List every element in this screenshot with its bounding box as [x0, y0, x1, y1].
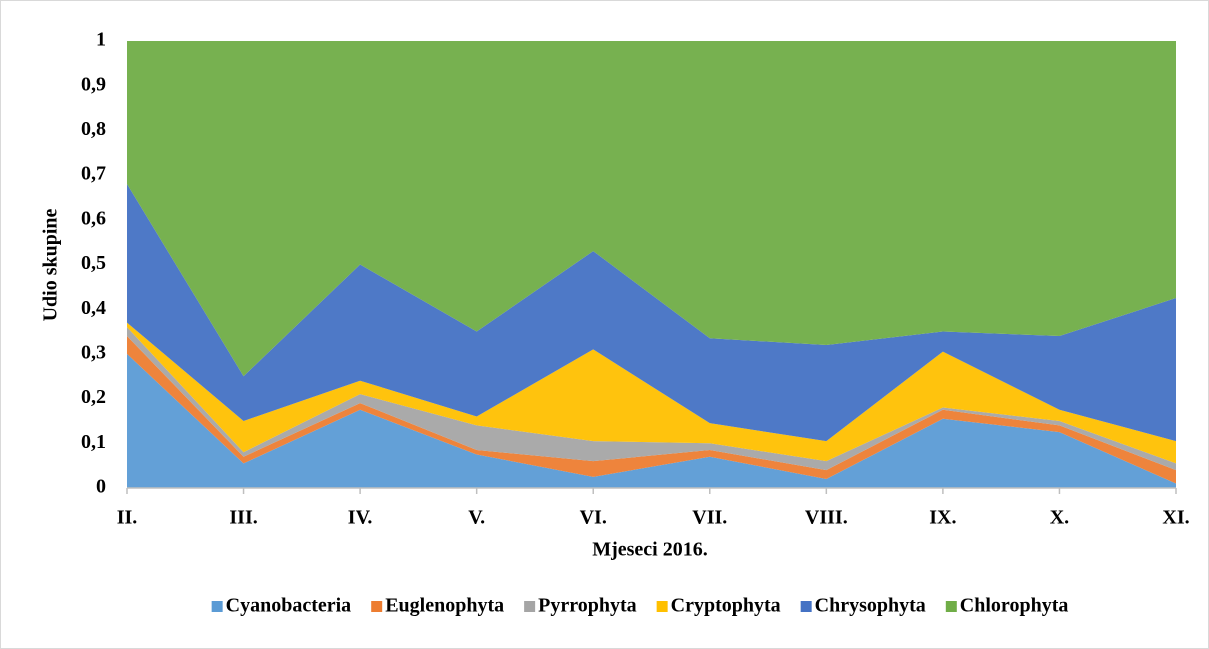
x-tick-label: V.	[468, 507, 485, 529]
x-tick-label: VI.	[580, 507, 607, 529]
y-tick-label: 0,4	[81, 297, 106, 319]
legend-swatch	[945, 601, 957, 612]
x-axis-title: Mjeseci 2016.	[592, 539, 708, 561]
area	[127, 322, 1176, 464]
legend-swatch	[524, 601, 536, 612]
legend-label: Chrysophyta	[815, 595, 926, 617]
x-tick-label: IV.	[348, 507, 373, 529]
legend: Cyanobacteria Euglenophyta Pyrrophyta Crypt…	[211, 595, 1069, 617]
legend-label: Pyrrophyta	[538, 595, 637, 617]
area	[127, 184, 1176, 442]
legend-swatch	[211, 601, 223, 612]
y-axis-title: Udio skupine	[40, 208, 62, 321]
legend-label: Chlorophyta	[960, 595, 1069, 617]
legend-label: Euglenophyta	[385, 595, 504, 617]
x-tick-label: II.	[117, 507, 138, 529]
x-tick-label: III.	[229, 507, 257, 529]
y-tick-label: 1	[96, 29, 106, 51]
area	[127, 353, 1176, 488]
legend-swatch	[800, 601, 812, 612]
legend-label: Cryptophyta	[671, 595, 781, 617]
x-tick-label: X.	[1050, 507, 1069, 529]
y-tick-label: 0,5	[81, 252, 106, 274]
y-tick-label: 0,6	[81, 207, 106, 229]
area	[127, 41, 1176, 377]
y-tick-label: 0,1	[81, 431, 106, 453]
legend-label: Cyanobacteria	[226, 595, 352, 617]
y-tick-label: 0,2	[81, 386, 106, 408]
x-tick-label: XI.	[1162, 507, 1189, 529]
y-tick-label: 0,9	[81, 73, 106, 95]
y-tick-label: 0,8	[81, 118, 106, 140]
x-tick-label: VIII.	[805, 507, 848, 529]
y-tick-label: 0,3	[81, 341, 106, 363]
y-tick-label: 0	[96, 476, 106, 498]
legend-swatch	[371, 601, 383, 612]
x-tick-label: IX.	[929, 507, 956, 529]
x-tick-label: VII.	[692, 507, 727, 529]
y-tick-label: 0,7	[81, 163, 106, 185]
legend-swatch	[656, 601, 668, 612]
